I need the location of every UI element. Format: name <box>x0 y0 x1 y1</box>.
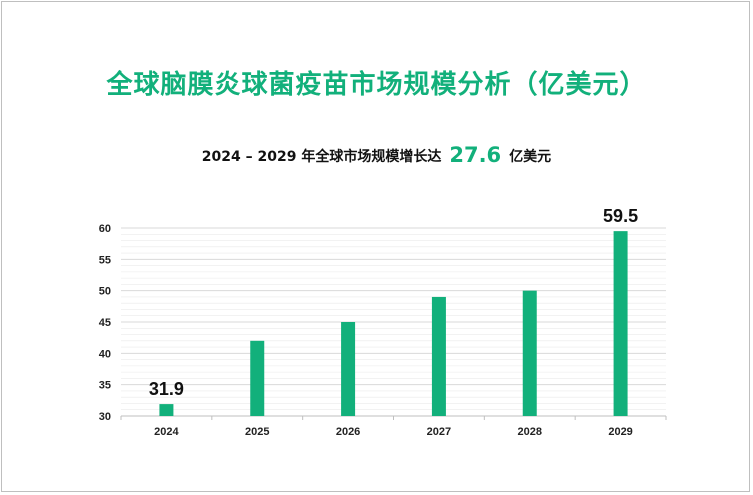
data-label-2024: 31.9 <box>149 379 184 399</box>
axes: 30 35 40 45 50 55 60 2024 2025 2026 2027 2028 2029 <box>99 223 667 438</box>
y-tick-label: 45 <box>99 317 111 329</box>
x-tick-label: 2027 <box>427 426 451 438</box>
bar-2025 <box>250 340 265 416</box>
x-tick-label: 2026 <box>336 426 360 438</box>
bars <box>159 231 628 416</box>
subtitle-prefix: 2024 – 2029 年全球市场规模增长达 <box>201 149 442 165</box>
labels: 31.9 59.5 <box>149 206 638 399</box>
x-tick-label: 2029 <box>608 426 632 438</box>
x-tick-label: 2025 <box>245 426 269 438</box>
y-tick-label: 55 <box>99 254 111 266</box>
chart-subtitle: 2024 – 2029 年全球市场规模增长达 27.6 亿美元 <box>0 142 753 167</box>
chart-title: 全球脑膜炎球菌疫苗市场规模分析（亿美元） <box>106 70 647 100</box>
subtitle-unit: 亿美元 <box>509 149 552 165</box>
data-label-2029: 59.5 <box>603 206 638 226</box>
x-tick-label: 2024 <box>154 426 179 438</box>
bar-2029 <box>613 231 628 416</box>
y-tick-label: 35 <box>99 380 111 392</box>
gridlines <box>121 227 666 417</box>
y-tick-label: 30 <box>99 411 111 423</box>
bar-2026 <box>341 322 356 416</box>
bar-2028 <box>522 290 537 416</box>
subtitle-growth-value: 27.6 <box>449 143 502 167</box>
bar-2027 <box>431 296 446 416</box>
bar-2024 <box>159 404 174 416</box>
y-tick-label: 40 <box>99 348 111 360</box>
x-tick-label: 2028 <box>518 426 542 438</box>
y-tick-label: 50 <box>99 286 111 298</box>
y-tick-label: 60 <box>99 223 111 235</box>
